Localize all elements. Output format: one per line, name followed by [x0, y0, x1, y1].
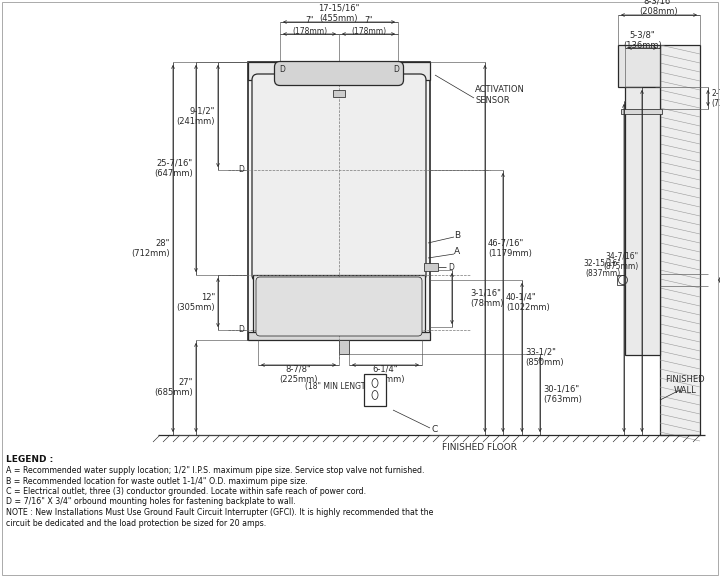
Text: 32-15/16"
(837mm): 32-15/16" (837mm) [583, 258, 621, 278]
Text: 25-7/16"
(647mm): 25-7/16" (647mm) [154, 159, 193, 178]
Text: FINISHED
WALL: FINISHED WALL [665, 375, 705, 395]
Text: 3-1/16"
(78mm): 3-1/16" (78mm) [470, 289, 503, 308]
Ellipse shape [372, 391, 378, 399]
Bar [364, 374, 386, 406]
Text: 8-3/16"
(208mm): 8-3/16" (208mm) [639, 0, 678, 16]
Text: 28"
(712mm): 28" (712mm) [131, 239, 170, 258]
Bar [339, 340, 349, 354]
Text: B = Recommended location for waste outlet 1-1/4" O.D. maximum pipe size.: B = Recommended location for waste outle… [6, 477, 307, 485]
Text: D: D [279, 66, 285, 74]
Bar [618, 45, 660, 87]
Bar [253, 275, 425, 332]
FancyBboxPatch shape [256, 277, 422, 336]
Bar [617, 275, 625, 285]
Text: 12"
(305mm): 12" (305mm) [176, 293, 215, 312]
Text: 17-15/16"
(455mm): 17-15/16" (455mm) [318, 3, 360, 23]
Bar [248, 62, 430, 80]
Text: D: D [448, 263, 454, 272]
Text: ACTIVATION
SENSOR: ACTIVATION SENSOR [475, 85, 525, 104]
Bar [333, 90, 345, 97]
Text: 34-7/16"
(875mm): 34-7/16" (875mm) [604, 252, 639, 271]
Text: LEGEND :: LEGEND : [6, 455, 53, 464]
Text: 27"
(685mm): 27" (685mm) [154, 378, 193, 397]
Ellipse shape [372, 379, 378, 388]
Bar [424, 263, 438, 271]
Text: 5-3/8"
(136mm): 5-3/8" (136mm) [623, 31, 662, 50]
Text: circuit be dedicated and the load protection be sized for 20 amps.: circuit be dedicated and the load protec… [6, 519, 266, 527]
Bar [248, 62, 430, 340]
Text: (18" MIN LENGTH): (18" MIN LENGTH) [305, 383, 374, 392]
Text: 9-1/2"
(241mm): 9-1/2" (241mm) [176, 106, 215, 126]
Text: 2-7/8"
(73mm): 2-7/8" (73mm) [711, 88, 720, 108]
Text: C = Electrical outlet, three (3) conductor grounded. Locate within safe reach of: C = Electrical outlet, three (3) conduct… [6, 487, 366, 496]
FancyBboxPatch shape [252, 74, 426, 281]
Text: D: D [393, 66, 399, 74]
Text: A = Recommended water supply location; 1/2" I.P.S. maximum pipe size. Service st: A = Recommended water supply location; 1… [6, 466, 425, 475]
Text: NOTE : New Installations Must Use Ground Fault Circuit Interrupter (GFCI). It is: NOTE : New Installations Must Use Ground… [6, 508, 433, 517]
Text: 7"
(178mm): 7" (178mm) [351, 16, 386, 36]
Text: 40-1/4"
(1022mm): 40-1/4" (1022mm) [506, 293, 550, 312]
Bar [621, 109, 662, 114]
Text: C: C [432, 425, 438, 434]
Text: 46-7/16"
(1179mm): 46-7/16" (1179mm) [488, 239, 532, 258]
Text: 30-1/16"
(763mm): 30-1/16" (763mm) [543, 385, 582, 404]
Text: D = 7/16" X 3/4" orbound mounting holes for fastening backplate to wall.: D = 7/16" X 3/4" orbound mounting holes … [6, 497, 296, 507]
Text: B: B [454, 230, 460, 239]
Bar [248, 332, 430, 340]
Text: 6-1/4"
(159mm): 6-1/4" (159mm) [366, 364, 405, 384]
Bar [660, 45, 700, 435]
Text: D: D [238, 166, 244, 174]
Text: 8-7/8"
(225mm): 8-7/8" (225mm) [279, 364, 318, 384]
Text: D: D [238, 325, 244, 335]
Text: FINISHED FLOOR: FINISHED FLOOR [443, 443, 518, 451]
Text: A: A [454, 248, 460, 257]
Bar [625, 87, 660, 355]
Text: 33-1/2"
(850mm): 33-1/2" (850mm) [525, 348, 564, 367]
FancyBboxPatch shape [274, 62, 403, 85]
Text: 7"
(178mm): 7" (178mm) [292, 16, 327, 36]
